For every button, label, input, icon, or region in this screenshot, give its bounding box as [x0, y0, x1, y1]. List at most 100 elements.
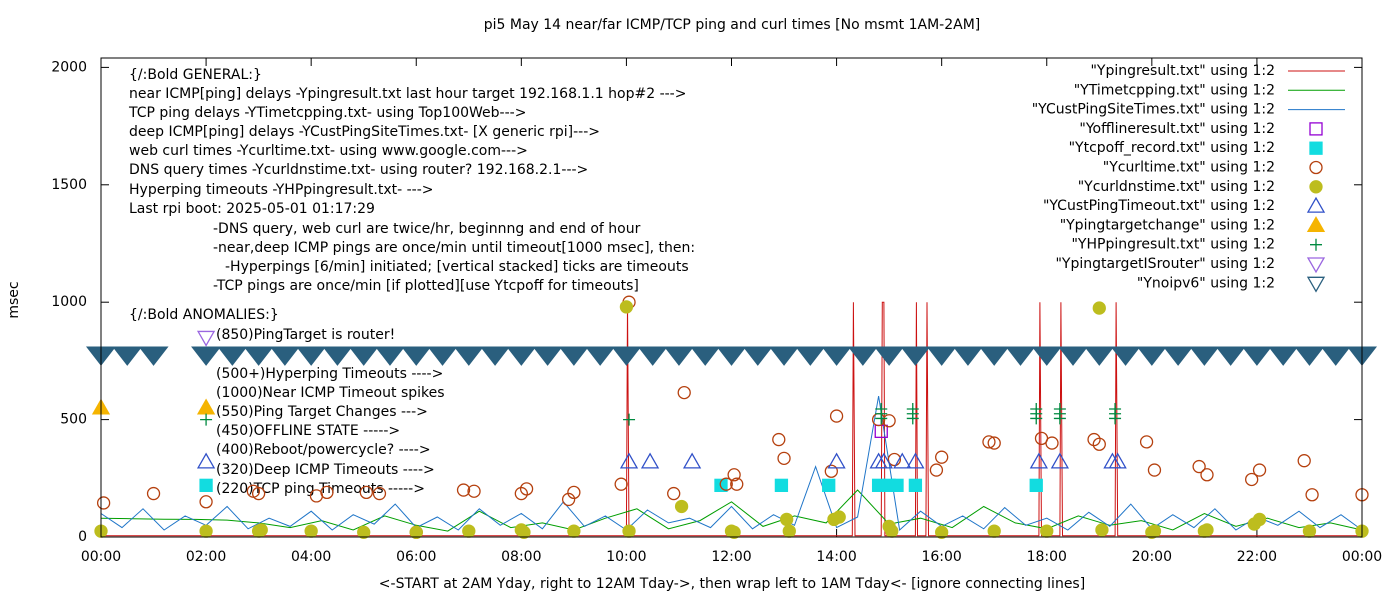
legend-label: "YpingtargetISrouter" using 1:2 [1055, 256, 1275, 272]
marker-triangle-down [453, 346, 484, 366]
x-tick-label: 06:00 [396, 549, 436, 565]
marker-triangle-down [1320, 346, 1351, 366]
marker-circle [456, 483, 471, 497]
marker-circle [357, 525, 371, 539]
marker-triangle-down [1031, 346, 1062, 366]
marker-triangle-down [663, 346, 694, 366]
marker-circle [1139, 435, 1154, 449]
marker-triangle-down [821, 346, 852, 366]
marker-circle [467, 484, 481, 498]
marker-square [890, 478, 904, 492]
marker-triangle-down [769, 346, 800, 366]
marker-circle [517, 525, 531, 539]
annotation: {/:Bold ANOMALIES:} [129, 307, 279, 323]
marker-triangle-down [532, 346, 563, 366]
series-line [100, 489, 1363, 532]
annotation: {/:Bold GENERAL:} [129, 67, 262, 83]
marker-circle [561, 492, 576, 507]
marker-square [822, 478, 836, 492]
marker-circle [832, 510, 846, 524]
marker-triangle-down [1110, 346, 1141, 366]
marker-circle [1045, 436, 1059, 450]
marker-circle [1092, 301, 1106, 315]
legend-label: "YTimetcpping.txt" using 1:2 [1074, 82, 1275, 98]
marker-circle [462, 524, 476, 538]
marker-circle [254, 523, 268, 537]
marker-circle [1200, 523, 1214, 537]
marker-circle [887, 452, 902, 467]
marker-square [1309, 141, 1323, 155]
marker-triangle-down [196, 330, 216, 347]
legend-label: "YCustPingTimeout.txt" using 1:2 [1043, 198, 1275, 214]
marker-triangle-down [1005, 346, 1036, 366]
marker-plus [1310, 238, 1322, 251]
marker-circle [782, 524, 796, 538]
marker-triangle-down [1163, 346, 1194, 366]
marker-triangle-down [1136, 346, 1167, 366]
marker-triangle [1306, 196, 1326, 213]
annotation: web curl times -Ycurltime.txt- using www… [129, 143, 528, 159]
marker-circle [987, 436, 1001, 450]
plot-frame [100, 57, 1363, 538]
marker-triangle-down [296, 346, 327, 366]
marker-square [774, 478, 789, 492]
marker-circle [519, 482, 534, 496]
marker-circle [727, 525, 741, 539]
marker-circle [1092, 437, 1106, 451]
x-tick-label: 22:00 [1237, 549, 1277, 565]
y-tick-label: 0 [78, 529, 87, 545]
marker-circle [146, 486, 161, 501]
marker-circle [614, 477, 628, 491]
y-tick-label: 2000 [51, 59, 87, 75]
marker-plus [200, 413, 213, 426]
marker-triangle-down [637, 346, 668, 366]
x-tick-label: 08:00 [501, 549, 541, 565]
marker-triangle-down [979, 346, 1010, 366]
marker-triangle-down [690, 346, 721, 366]
marker-triangle-down [847, 346, 878, 366]
marker-circle [1252, 463, 1267, 477]
marker-triangle-down [558, 346, 589, 366]
marker-circle [777, 451, 791, 465]
marker-triangle-down [1189, 346, 1220, 366]
marker-circle [1200, 468, 1214, 482]
marker-triangle-down [1057, 346, 1089, 366]
marker-circle [619, 300, 634, 314]
marker-triangle-down [742, 346, 773, 366]
annotation: (1000)Near ICMP Timeout spikes [216, 385, 445, 401]
annotation: (500+)Hyperping Timeouts ----> [216, 366, 443, 382]
marker-triangle-down [1306, 276, 1326, 293]
legend-label: "Ytcpoff_record.txt" using 1:2 [1069, 140, 1275, 156]
marker-triangle-down [138, 346, 169, 366]
marker-circle [1309, 160, 1323, 175]
marker-circle [359, 485, 373, 500]
marker-circle [727, 468, 741, 482]
annotation: (320)Deep ICMP Timeouts ----> [216, 462, 435, 478]
marker-triangle [196, 452, 216, 469]
annotation: (550)Ping Target Changes ---> [216, 404, 428, 420]
marker-triangle-down [1306, 257, 1326, 274]
marker-circle [1192, 459, 1206, 474]
series-line [101, 301, 1362, 537]
legend-label: "Ypingtargetchange" using 1:2 [1060, 217, 1275, 233]
marker-triangle [827, 452, 846, 469]
marker-circle [622, 524, 636, 538]
marker-circle [982, 435, 996, 449]
marker-circle [567, 485, 581, 500]
annotation: TCP ping delays -YTimetcpping.txt- using… [128, 105, 526, 121]
marker-triangle-down [243, 346, 274, 366]
legend-label: "Ynoipv6" using 1:2 [1137, 275, 1275, 291]
marker-triangle [1306, 216, 1326, 233]
annotation: DNS query times -Ycurldnstime.txt- using… [129, 162, 588, 178]
marker-triangle-down [506, 346, 537, 366]
y-tick-label: 1000 [51, 294, 87, 310]
marker-plus [1053, 403, 1066, 416]
marker-triangle-down [611, 346, 642, 366]
marker-circle [1297, 454, 1311, 468]
y-axis-label: msec [6, 281, 22, 318]
marker-circle [304, 524, 318, 538]
legend-label: "Ycurldnstime.txt" using 1:2 [1078, 179, 1275, 195]
annotation: -near,deep ICMP pings are once/min until… [213, 240, 695, 256]
marker-circle [199, 495, 213, 509]
